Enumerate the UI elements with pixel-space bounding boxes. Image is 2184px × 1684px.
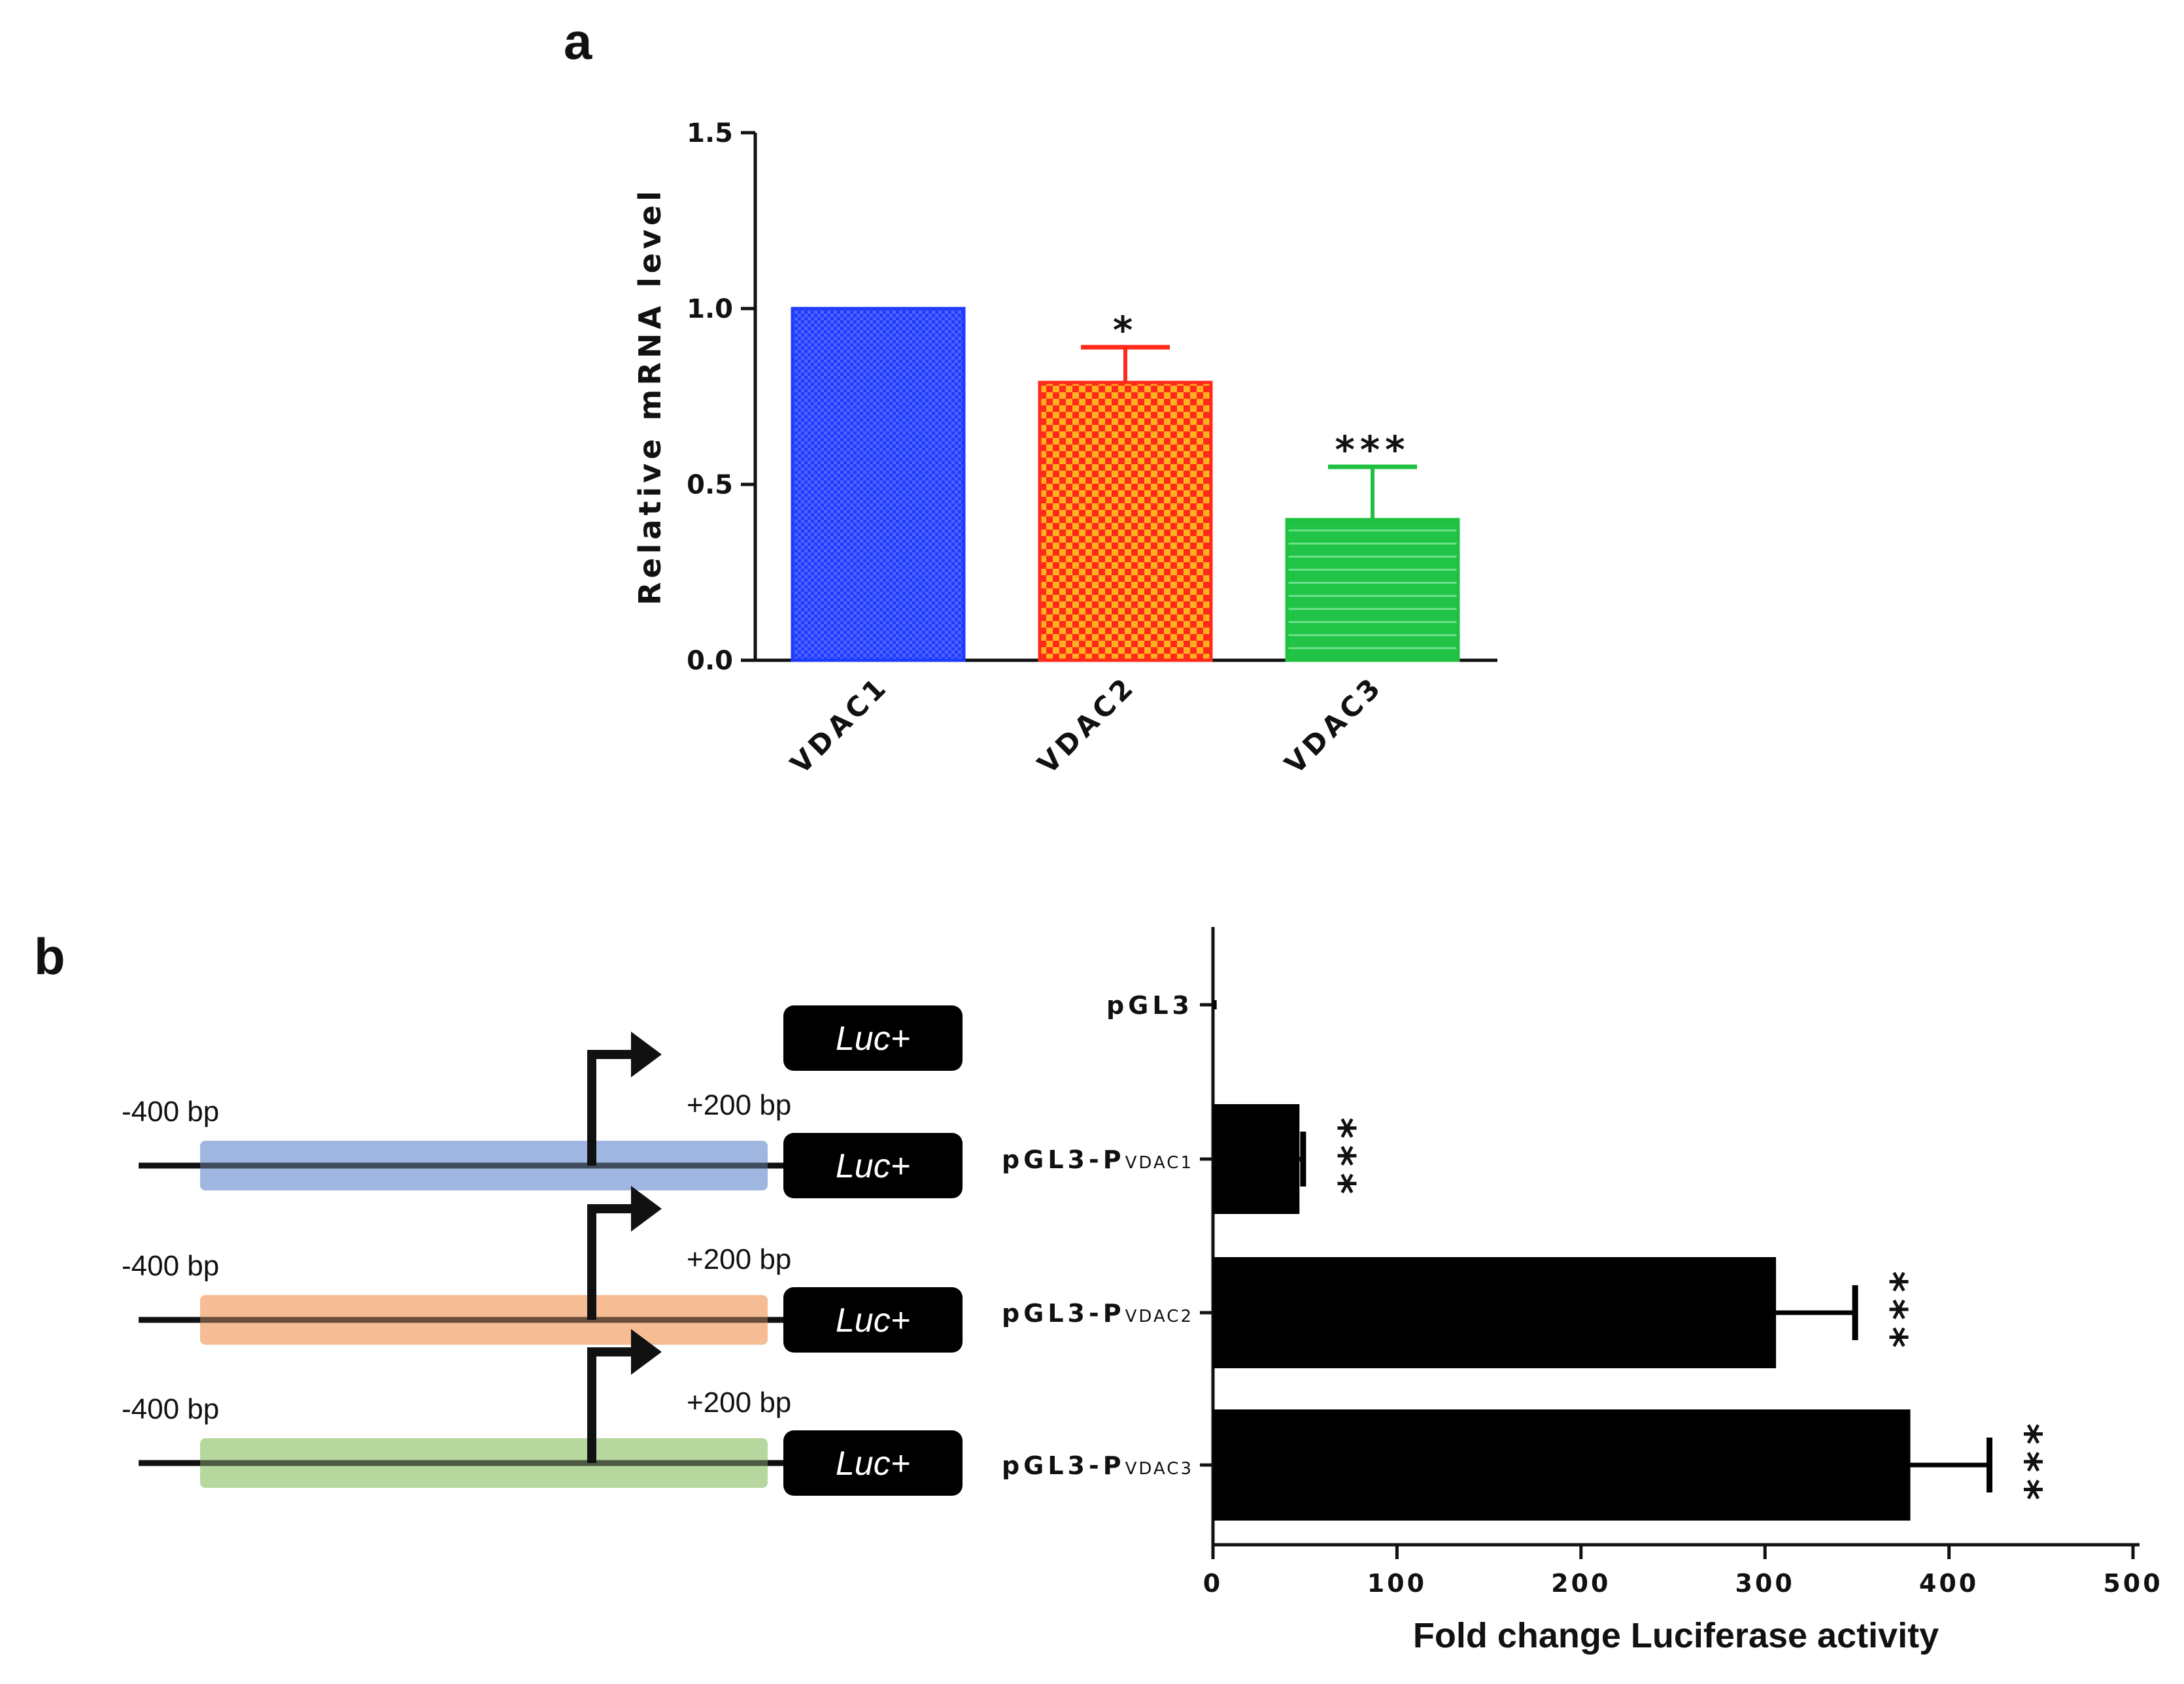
chart-a-y-axis-label: Relative mRNA level <box>632 187 668 605</box>
construct-1: -400 bp +200 bp Luc+ <box>122 1032 963 1198</box>
chart-b-significance: *** <box>2002 1423 2050 1506</box>
chart-a-category-label: VDAC3 <box>1278 669 1389 780</box>
chart-b-significance: *** <box>1868 1271 1916 1354</box>
chart-a-y-tick-label: 0.5 <box>687 470 733 500</box>
luciferase-label: Luc+ <box>836 1445 910 1483</box>
chart-b-x-tick-label: 300 <box>1735 1569 1795 1598</box>
chart-b-x-tick-label: 400 <box>1919 1569 1979 1598</box>
tss-arrowhead-icon <box>631 1186 662 1232</box>
tss-arrow-icon <box>587 1050 638 1166</box>
chart-b-category-base: pGL3-P <box>1002 1145 1125 1174</box>
tss-arrow-icon <box>587 1347 638 1463</box>
chart-b-bar-2 <box>1213 1257 1777 1368</box>
chart-b-category-base: pGL3-P <box>1002 1451 1125 1480</box>
construct-end-label: +200 bp <box>687 1089 791 1121</box>
chart-b-category-base: pGL3 <box>1106 991 1193 1020</box>
chart-a-category-label: VDAC1 <box>784 669 895 780</box>
chart-b-bar-3 <box>1213 1409 1911 1521</box>
luciferase-label: Luc+ <box>836 1020 910 1058</box>
construct-start-label: -400 bp <box>122 1096 219 1128</box>
chart-b-category-label: pGL3-PVDAC1 <box>1002 1145 1193 1174</box>
panel-label-b: b <box>34 928 65 985</box>
construct-start-label: -400 bp <box>122 1393 219 1425</box>
chart-b-x-tick-label: 500 <box>2103 1569 2162 1598</box>
chart-a-y-tick-label: 1.5 <box>687 118 733 148</box>
construct-end-label: +200 bp <box>687 1387 791 1419</box>
chart-b-x-tick-label: 0 <box>1203 1569 1223 1598</box>
chart-b-x-axis-label: Fold change Luciferase activity <box>1413 1616 1939 1655</box>
chart-b: 0 100 200 300 400 500 ********* pGL3pGL3-PVDA… <box>1002 927 2162 1655</box>
chart-a-significance: *** <box>1335 428 1410 472</box>
chart-b-x-tick-label: 100 <box>1367 1569 1427 1598</box>
tss-arrowhead-icon <box>631 1329 662 1375</box>
construct-start-label: -400 bp <box>122 1250 219 1282</box>
luciferase-label: Luc+ <box>836 1147 910 1185</box>
luciferase-box <box>783 1133 963 1198</box>
chart-a-bar-vdac2 <box>1038 380 1213 662</box>
chart-a-bar-vdac3 <box>1285 518 1460 662</box>
construct-0: Luc+ <box>783 1005 963 1071</box>
chart-a: 0.00.51.01.5 **** VDAC1 VDAC2 VDAC3 Relati… <box>632 118 1497 780</box>
chart-b-x-tick-label: 200 <box>1551 1569 1611 1598</box>
construct-end-label: +200 bp <box>687 1243 791 1275</box>
chart-b-category-label: pGL3 <box>1106 991 1193 1020</box>
chart-b-bar-0 <box>1213 1000 1217 1009</box>
chart-a-significance: * <box>1113 308 1138 352</box>
luciferase-box <box>783 1287 963 1353</box>
chart-a-bar-vdac1 <box>791 307 966 662</box>
chart-b-category-label: pGL3-PVDAC3 <box>1002 1451 1193 1480</box>
luciferase-box <box>783 1005 963 1071</box>
chart-b-category-sub: VDAC1 <box>1125 1153 1193 1173</box>
chart-b-category-label: pGL3-PVDAC2 <box>1002 1299 1193 1328</box>
panel-label-a: a <box>564 12 592 70</box>
chart-a-y-tick-label: 1.0 <box>687 294 733 324</box>
luciferase-label: Luc+ <box>836 1302 910 1339</box>
chart-b-significance: *** <box>1316 1117 1364 1200</box>
construct-3: -400 bp +200 bp Luc+ <box>122 1329 963 1496</box>
chart-b-category-sub: VDAC2 <box>1125 1307 1193 1326</box>
construct-2: -400 bp +200 bp Luc+ <box>122 1186 963 1353</box>
chart-b-category-sub: VDAC3 <box>1125 1459 1193 1479</box>
tss-arrow-icon <box>587 1204 638 1320</box>
promoter-constructs-diagram: Luc+ -400 bp +200 bp Luc+ -400 bp +200 bp Luc+… <box>122 1005 963 1496</box>
chart-b-bar-1 <box>1213 1104 1300 1214</box>
chart-a-y-tick-label: 0.0 <box>687 646 733 676</box>
chart-b-category-base: pGL3-P <box>1002 1299 1125 1328</box>
chart-a-category-label: VDAC2 <box>1031 669 1142 780</box>
luciferase-box <box>783 1430 963 1496</box>
tss-arrowhead-icon <box>631 1032 662 1077</box>
